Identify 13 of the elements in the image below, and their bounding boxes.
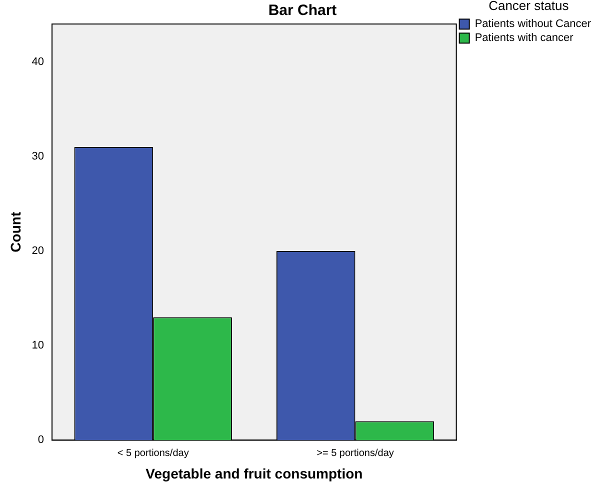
y-tick-label: 20	[32, 245, 44, 258]
y-axis-title: Count	[7, 212, 24, 252]
y-tick-label: 10	[32, 340, 44, 352]
y-tick-label: 0	[38, 434, 44, 446]
legend-label: Patients without Cancer	[474, 18, 592, 30]
y-tick-label: 40	[32, 56, 44, 68]
x-tick-label: >= 5 portions/day	[316, 448, 394, 459]
x-tick-label: < 5 portions/day	[117, 448, 189, 459]
chart-title: Bar Chart	[268, 2, 337, 20]
y-tick-label: 30	[32, 150, 44, 162]
legend-title: Cancer status	[488, 0, 570, 14]
x-axis-title: Vegetable and fruit consumption	[146, 465, 363, 482]
legend-label: Patients with cancer	[474, 32, 574, 44]
